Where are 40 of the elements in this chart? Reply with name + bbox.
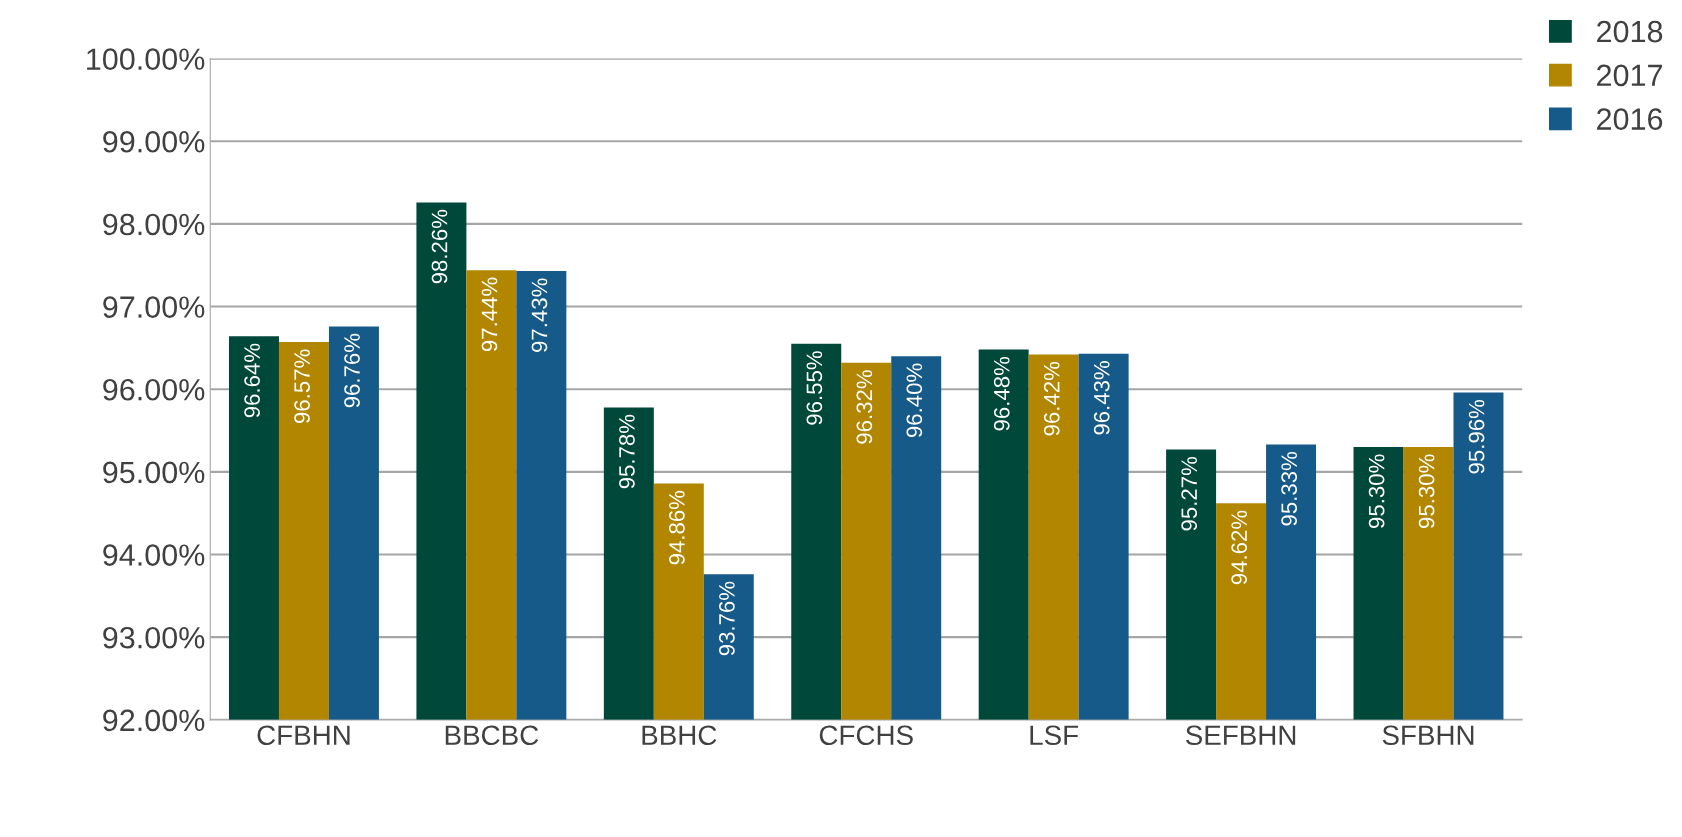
data-label: 95.78% bbox=[619, 414, 635, 489]
data-label: 96.64% bbox=[244, 343, 260, 418]
x-tick-label: SFBHN bbox=[1382, 725, 1474, 746]
data-label: 96.76% bbox=[344, 333, 360, 408]
data-label: 94.86% bbox=[669, 490, 685, 565]
data-label: 96.43% bbox=[1093, 361, 1110, 435]
data-label: 96.55% bbox=[806, 351, 823, 425]
legend-label: 2016 bbox=[1597, 108, 1663, 130]
data-label: 95.27% bbox=[1181, 456, 1198, 531]
y-tick-label: 97.00% bbox=[103, 296, 205, 318]
y-tick-label: 95.00% bbox=[103, 461, 205, 484]
x-tick-label: CFBHN bbox=[257, 725, 350, 746]
x-tick-label: BBHC bbox=[642, 725, 717, 746]
y-tick-label: 100.00% bbox=[87, 48, 205, 70]
data-label: 95.96% bbox=[1468, 399, 1485, 474]
data-label: 95.33% bbox=[1281, 451, 1298, 526]
data-label: 96.48% bbox=[993, 356, 1010, 431]
data-label: 96.40% bbox=[906, 363, 923, 438]
y-tick-label: 92.00% bbox=[103, 709, 205, 732]
y-tick-label: 98.00% bbox=[103, 213, 205, 236]
data-label: 93.76% bbox=[719, 581, 735, 656]
data-label: 94.62% bbox=[1231, 510, 1248, 585]
legend-label: 2018 bbox=[1597, 20, 1663, 43]
y-tick-label: 96.00% bbox=[103, 378, 205, 401]
data-label: 95.30% bbox=[1418, 454, 1435, 528]
x-tick-label: LSF bbox=[1030, 725, 1079, 746]
x-tick-label: BBCBC bbox=[445, 725, 539, 746]
data-label: 98.26% bbox=[431, 209, 448, 284]
x-tick-label: CFCHS bbox=[819, 725, 913, 746]
y-tick-label: 99.00% bbox=[103, 130, 205, 153]
y-tick-label: 94.00% bbox=[103, 544, 205, 566]
data-label: 97.43% bbox=[531, 278, 548, 352]
y-tick-label: 93.00% bbox=[103, 626, 205, 649]
data-label: 96.42% bbox=[1043, 361, 1060, 436]
data-label: 96.57% bbox=[294, 349, 310, 424]
data-label: 95.30% bbox=[1368, 454, 1385, 528]
x-tick-label: SEFBHN bbox=[1186, 725, 1296, 746]
legend-label: 2017 bbox=[1597, 64, 1662, 87]
data-label: 97.44% bbox=[481, 277, 498, 352]
data-label: 96.32% bbox=[856, 370, 873, 444]
